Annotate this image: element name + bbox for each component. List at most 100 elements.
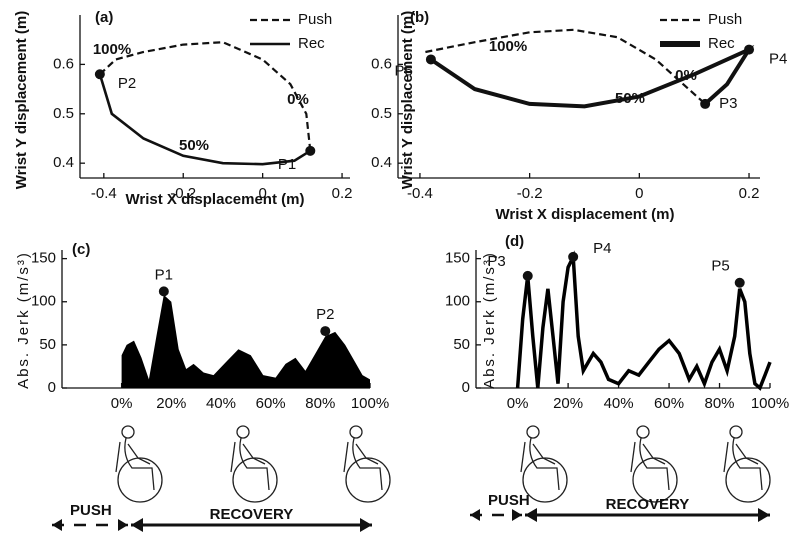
wheel	[725, 457, 771, 503]
wheel	[117, 457, 163, 503]
panel-label: (b)	[410, 9, 429, 26]
y-tick-label: 100	[31, 293, 56, 310]
x-tick-label: -0.4	[407, 185, 433, 202]
point-label: P1	[155, 266, 173, 283]
legend-label: Rec	[298, 35, 325, 52]
back	[723, 441, 729, 473]
y-tick-label: 0.5	[371, 105, 392, 122]
arm	[532, 443, 556, 465]
point-label: P2	[316, 306, 334, 323]
x-axis-label: Wrist X displacement (m)	[126, 191, 305, 208]
y-tick-label: 0.6	[53, 55, 74, 72]
key-point	[734, 277, 745, 288]
point-label: P2	[118, 75, 136, 92]
y-axis-label: Abs. Jerk (m/s³)	[15, 251, 32, 389]
x-tick-label: 20%	[553, 395, 583, 412]
key-point	[305, 145, 316, 156]
body	[639, 437, 670, 491]
y-tick-label: 0.4	[53, 154, 74, 171]
x-tick-label: 20%	[156, 395, 186, 412]
x-tick-label: 40%	[604, 395, 634, 412]
point-label: P5	[395, 62, 413, 79]
phase-label: RECOVERY	[606, 496, 690, 513]
back	[630, 441, 636, 473]
y-axis-label: Wrist Y displacement (m)	[13, 11, 30, 189]
body	[352, 437, 383, 491]
y-tick-label: 0	[48, 379, 56, 396]
wheelchair-icon	[115, 425, 163, 503]
x-tick-label: 0	[258, 185, 266, 202]
wheelchair-icon	[723, 425, 771, 503]
back	[115, 441, 121, 473]
point-label: P3	[487, 253, 505, 270]
y-tick-label: 150	[445, 250, 470, 267]
back	[520, 441, 526, 473]
x-tick-label: 0%	[507, 395, 529, 412]
panel-label: (c)	[72, 241, 90, 258]
x-tick-label: 60%	[256, 395, 286, 412]
y-axis-label: Wrist Y displacement (m)	[399, 11, 416, 189]
back	[230, 441, 236, 473]
phase-label: RECOVERY	[210, 506, 294, 523]
arm	[355, 443, 379, 465]
arm	[127, 443, 151, 465]
x-tick-label: 100%	[751, 395, 789, 412]
jerk-area	[121, 294, 370, 388]
y-tick-label: 50	[453, 336, 470, 353]
x-axis-label: Wrist X displacement (m)	[496, 206, 675, 223]
head	[236, 425, 250, 439]
legend-label: Push	[708, 11, 742, 28]
jerk-line	[515, 250, 772, 391]
x-tick-label: 80%	[305, 395, 335, 412]
point-label: P1	[278, 156, 296, 173]
key-point	[744, 44, 755, 55]
percent-annotation: 50%	[179, 137, 209, 154]
percent-annotation: 50%	[615, 90, 645, 107]
x-tick-label: 0.2	[739, 185, 760, 202]
phase-label: PUSH	[488, 492, 530, 509]
x-tick-label: 60%	[654, 395, 684, 412]
wheelchair-icon	[520, 425, 568, 503]
y-tick-label: 0.6	[371, 55, 392, 72]
trajectory-line	[98, 73, 311, 166]
x-tick-label: -0.4	[91, 185, 117, 202]
wheel	[632, 457, 678, 503]
back	[343, 441, 349, 473]
trajectory-line	[99, 41, 312, 151]
x-tick-label: -0.2	[170, 185, 196, 202]
body	[124, 437, 155, 491]
x-tick-label: 0%	[111, 395, 133, 412]
key-point	[94, 69, 105, 80]
arm	[642, 443, 666, 465]
head	[121, 425, 135, 439]
key-point	[700, 98, 711, 109]
wheelchair-icon	[630, 425, 678, 503]
y-tick-label: 0.5	[53, 105, 74, 122]
x-tick-label: 100%	[351, 395, 389, 412]
wheelchair-icon	[230, 425, 278, 503]
wheel	[232, 457, 278, 503]
head	[526, 425, 540, 439]
panel-label: (d)	[505, 233, 524, 250]
point-label: P5	[711, 258, 729, 275]
y-tick-label: 0.4	[371, 154, 392, 171]
trajectory-line	[425, 28, 706, 105]
body	[239, 437, 270, 491]
x-tick-label: 0	[635, 185, 643, 202]
point-label: P4	[593, 240, 611, 257]
arm	[735, 443, 759, 465]
y-tick-label: 100	[445, 293, 470, 310]
panel-label: (a)	[95, 9, 113, 26]
x-tick-label: -0.2	[517, 185, 543, 202]
y-tick-label: 0	[462, 379, 470, 396]
key-point	[522, 270, 533, 281]
y-tick-label: 50	[39, 336, 56, 353]
legend-label: Push	[298, 11, 332, 28]
y-axis-label: Abs. Jerk (m/s³)	[481, 251, 498, 389]
percent-annotation: 100%	[489, 38, 527, 55]
percent-annotation: 100%	[93, 41, 131, 58]
point-label: P4	[769, 51, 787, 68]
point-label: P3	[719, 95, 737, 112]
x-tick-label: 40%	[206, 395, 236, 412]
